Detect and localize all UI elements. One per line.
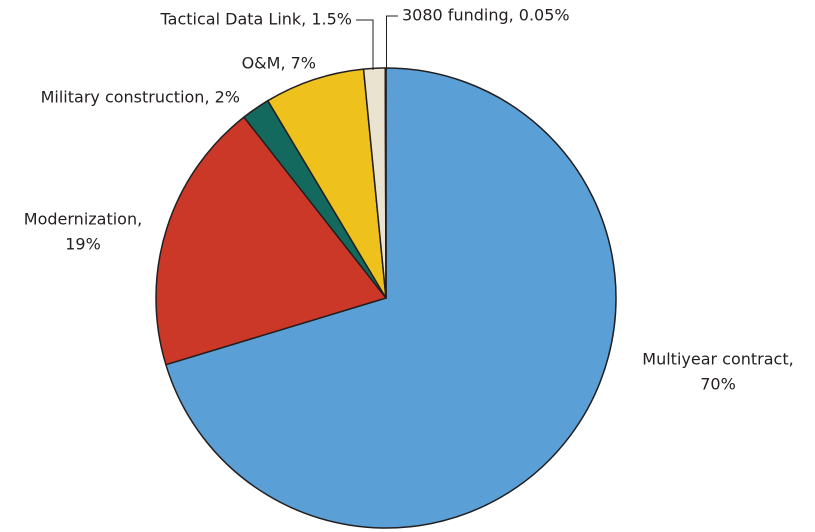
slice-label: 3080 funding, 0.05% <box>402 6 570 25</box>
leader-line <box>356 19 374 70</box>
slice-label: Tactical Data Link, 1.5% <box>160 10 352 29</box>
slice-label: 70% <box>700 375 736 394</box>
pie-slice <box>165 67 617 529</box>
slice-label: Multiyear contract, <box>642 350 793 369</box>
pie-slice <box>384 67 387 299</box>
slice-label: 19% <box>65 235 101 254</box>
slice-label: O&M, 7% <box>242 54 316 73</box>
leader-line <box>386 15 398 70</box>
pie-slice <box>155 116 387 366</box>
slice-label: Military construction, 2% <box>41 88 240 107</box>
slice-label: Modernization, <box>24 210 142 229</box>
pie-slice <box>267 68 387 299</box>
